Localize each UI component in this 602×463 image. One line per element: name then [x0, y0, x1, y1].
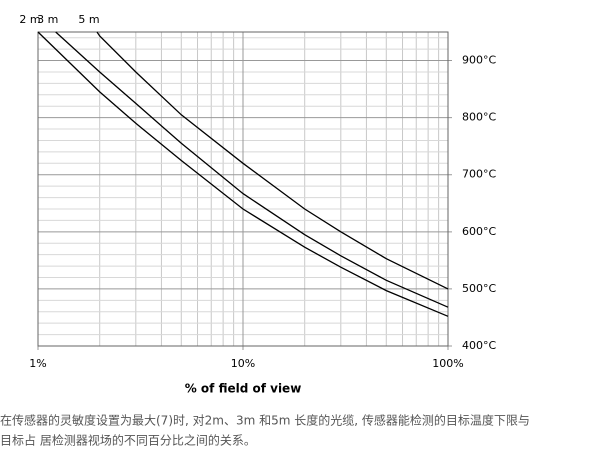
y-tick-label: 800°C	[462, 111, 496, 124]
curve	[37, 31, 449, 317]
curve	[96, 31, 449, 290]
legend-label: 5 m	[78, 13, 99, 26]
y-tick-label: 700°C	[462, 168, 496, 181]
legend-label: 3 m	[37, 13, 58, 26]
y-tick-label: 400°C	[462, 339, 496, 352]
caption-line: 在传感器的灵敏度设置为最大(7)时, 对2m、3m 和5m 长度的光缆, 传感器…	[0, 413, 530, 428]
caption-line: 目标占 居检测器视场的不同百分比之间的关系。	[0, 433, 256, 448]
x-tick-label: 10%	[231, 357, 255, 370]
x-tick-label: 1%	[29, 357, 46, 370]
y-tick-label: 600°C	[462, 225, 496, 238]
plot-frame	[37, 31, 449, 347]
legend-label: 2 m	[19, 13, 40, 26]
y-tick-label: 900°C	[462, 54, 496, 67]
x-axis-label: % of field of view	[185, 382, 302, 396]
curve	[55, 31, 449, 308]
y-tick-label: 500°C	[462, 282, 496, 295]
x-tick-label: 100%	[432, 357, 463, 370]
